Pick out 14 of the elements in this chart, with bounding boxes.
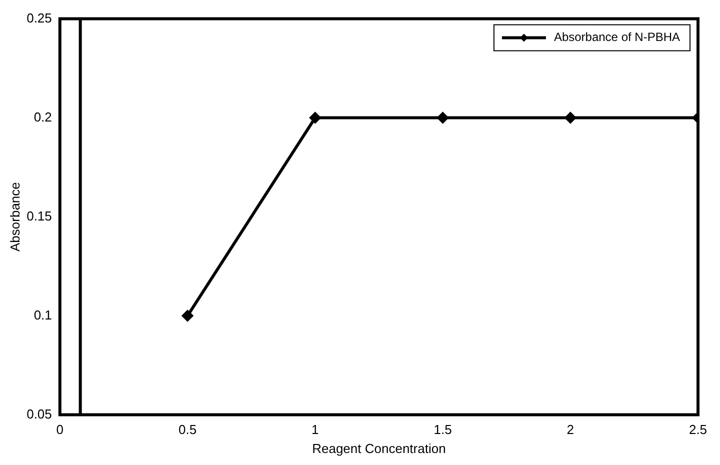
y-tick-label: 0.2 [34, 109, 52, 124]
x-tick-label: 1.5 [434, 422, 452, 438]
legend-label: Absorbance of N-PBHA [554, 30, 680, 44]
x-tick-label: 1 [312, 422, 319, 438]
y-tick-label: 0.25 [26, 10, 52, 26]
x-tick-label: 0.5 [178, 422, 197, 438]
y-tick-label: 0.05 [26, 406, 52, 422]
y-tick-label: 0.15 [26, 208, 52, 224]
x-tick-label: 2 [566, 422, 574, 438]
x-axis-title: Reagent Concentration [312, 440, 446, 456]
y-axis-title: Absorbance [7, 182, 22, 252]
x-tick-label: 0 [56, 422, 64, 438]
y-tick-label: 0.1 [34, 307, 52, 322]
x-tick-label: 2.5 [688, 422, 708, 438]
